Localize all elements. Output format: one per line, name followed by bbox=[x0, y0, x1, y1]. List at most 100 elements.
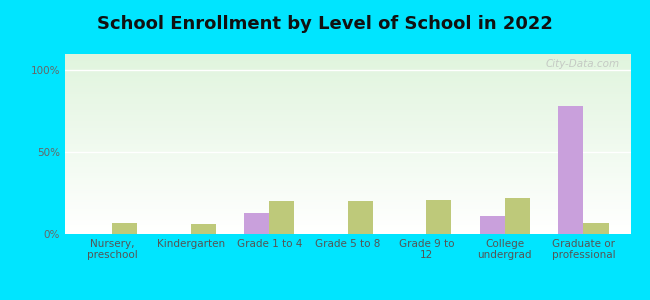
Bar bbox=[65, 198, 630, 200]
Bar bbox=[65, 131, 630, 133]
Bar bbox=[65, 58, 630, 59]
Bar bbox=[65, 173, 630, 175]
Bar bbox=[65, 158, 630, 160]
Bar bbox=[65, 221, 630, 223]
Bar bbox=[65, 178, 630, 180]
Bar bbox=[65, 142, 630, 144]
Bar bbox=[65, 191, 630, 193]
Bar bbox=[65, 229, 630, 230]
Bar bbox=[65, 139, 630, 140]
Bar bbox=[65, 63, 630, 65]
Bar bbox=[65, 185, 630, 187]
Bar bbox=[65, 182, 630, 184]
Bar bbox=[65, 83, 630, 85]
Bar bbox=[65, 216, 630, 218]
Bar bbox=[65, 232, 630, 234]
Bar bbox=[65, 92, 630, 94]
Bar bbox=[65, 61, 630, 63]
Bar bbox=[65, 59, 630, 61]
Bar bbox=[65, 167, 630, 169]
Bar bbox=[65, 144, 630, 146]
Bar bbox=[65, 207, 630, 209]
Bar bbox=[65, 223, 630, 225]
Bar bbox=[65, 68, 630, 70]
Bar bbox=[65, 117, 630, 119]
Bar bbox=[65, 122, 630, 124]
Bar bbox=[65, 184, 630, 185]
Bar bbox=[65, 79, 630, 81]
Bar bbox=[505, 198, 530, 234]
Bar bbox=[65, 76, 630, 77]
Bar bbox=[65, 67, 630, 68]
Bar bbox=[65, 140, 630, 142]
Bar bbox=[65, 99, 630, 101]
Bar bbox=[65, 74, 630, 76]
Bar bbox=[65, 202, 630, 203]
Bar bbox=[65, 200, 630, 202]
Bar bbox=[65, 113, 630, 115]
Bar bbox=[65, 86, 630, 88]
Bar bbox=[112, 223, 137, 234]
Bar bbox=[65, 151, 630, 153]
Bar bbox=[65, 106, 630, 108]
Bar bbox=[65, 70, 630, 72]
Text: City-Data.com: City-Data.com bbox=[545, 59, 619, 69]
Bar bbox=[65, 205, 630, 207]
Bar bbox=[65, 187, 630, 189]
Bar bbox=[65, 209, 630, 211]
Bar bbox=[65, 72, 630, 74]
Bar bbox=[65, 135, 630, 137]
Bar bbox=[480, 216, 505, 234]
Bar bbox=[65, 126, 630, 128]
Bar bbox=[65, 189, 630, 191]
Bar bbox=[65, 220, 630, 221]
Bar bbox=[65, 81, 630, 83]
Bar bbox=[65, 94, 630, 95]
Bar bbox=[65, 196, 630, 198]
Bar bbox=[65, 130, 630, 131]
Bar bbox=[65, 97, 630, 99]
Bar bbox=[65, 108, 630, 110]
Bar bbox=[65, 194, 630, 196]
Bar bbox=[65, 169, 630, 171]
Bar bbox=[65, 95, 630, 97]
Bar bbox=[65, 101, 630, 103]
Bar bbox=[426, 200, 452, 234]
Bar bbox=[558, 106, 584, 234]
Bar bbox=[65, 124, 630, 126]
Text: School Enrollment by Level of School in 2022: School Enrollment by Level of School in … bbox=[97, 15, 553, 33]
Bar bbox=[65, 85, 630, 86]
Bar bbox=[65, 155, 630, 157]
Bar bbox=[65, 153, 630, 155]
Bar bbox=[65, 104, 630, 106]
Bar bbox=[584, 223, 608, 234]
Bar bbox=[65, 103, 630, 104]
Bar bbox=[65, 119, 630, 121]
Bar bbox=[65, 211, 630, 212]
Bar bbox=[65, 176, 630, 178]
Bar bbox=[65, 214, 630, 216]
Bar bbox=[65, 112, 630, 113]
Bar bbox=[65, 225, 630, 227]
Bar bbox=[65, 148, 630, 149]
Bar bbox=[65, 193, 630, 194]
Bar bbox=[65, 227, 630, 229]
Bar bbox=[65, 77, 630, 79]
Bar bbox=[65, 157, 630, 158]
Bar bbox=[65, 133, 630, 135]
Bar bbox=[244, 213, 269, 234]
Bar bbox=[65, 115, 630, 117]
Bar bbox=[65, 230, 630, 232]
Bar bbox=[65, 166, 630, 167]
Bar bbox=[65, 175, 630, 176]
Bar bbox=[65, 171, 630, 173]
Bar bbox=[65, 121, 630, 122]
Bar bbox=[65, 88, 630, 90]
Bar bbox=[65, 149, 630, 151]
Bar bbox=[65, 180, 630, 182]
Bar bbox=[65, 146, 630, 148]
Bar bbox=[65, 54, 630, 56]
Bar bbox=[190, 224, 216, 234]
Bar bbox=[65, 90, 630, 92]
Bar bbox=[65, 56, 630, 58]
